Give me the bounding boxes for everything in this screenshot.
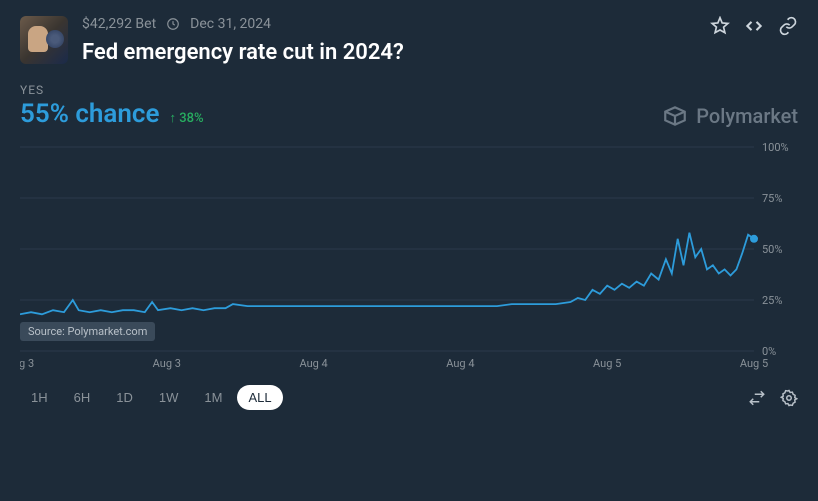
range-all[interactable]: ALL <box>237 385 282 410</box>
market-thumbnail <box>20 16 68 64</box>
svg-text:Aug 4: Aug 4 <box>299 357 327 370</box>
svg-text:Aug 3: Aug 3 <box>153 357 181 370</box>
link-icon[interactable] <box>778 16 798 36</box>
brand-logo: Polymarket <box>662 103 798 129</box>
svg-text:Aug 4: Aug 4 <box>446 357 474 370</box>
range-1w[interactable]: 1W <box>148 385 190 410</box>
chance-value: 55% chance <box>20 99 159 129</box>
range-1m[interactable]: 1M <box>193 385 233 410</box>
brand-name: Polymarket <box>696 104 798 128</box>
svg-text:Aug 5: Aug 5 <box>593 357 621 370</box>
compare-icon[interactable] <box>748 389 766 407</box>
price-chart: 0%25%50%75%100%Aug 3Aug 3Aug 4Aug 4Aug 5… <box>20 143 798 373</box>
change-value: 38% <box>169 110 203 126</box>
svg-text:100%: 100% <box>762 143 789 154</box>
source-badge: Source: Polymarket.com <box>20 322 155 341</box>
gear-icon[interactable] <box>780 389 798 407</box>
clock-icon <box>166 17 180 31</box>
svg-text:25%: 25% <box>762 294 782 307</box>
svg-text:50%: 50% <box>762 243 782 256</box>
range-selector: 1H6H1D1W1MALL <box>20 385 283 410</box>
outcome-label: YES <box>20 83 204 97</box>
bet-amount: $42,292 Bet <box>82 16 156 32</box>
star-icon[interactable] <box>710 16 730 36</box>
range-1h[interactable]: 1H <box>20 385 59 410</box>
svg-text:Aug 5: Aug 5 <box>740 357 768 370</box>
range-6h[interactable]: 6H <box>63 385 102 410</box>
market-title: Fed emergency rate cut in 2024? <box>82 40 696 65</box>
market-date: Dec 31, 2024 <box>190 16 271 32</box>
svg-text:75%: 75% <box>762 192 782 205</box>
polymarket-icon <box>662 103 688 129</box>
range-1d[interactable]: 1D <box>105 385 144 410</box>
svg-text:Aug 3: Aug 3 <box>20 357 34 370</box>
embed-icon[interactable] <box>744 16 764 36</box>
